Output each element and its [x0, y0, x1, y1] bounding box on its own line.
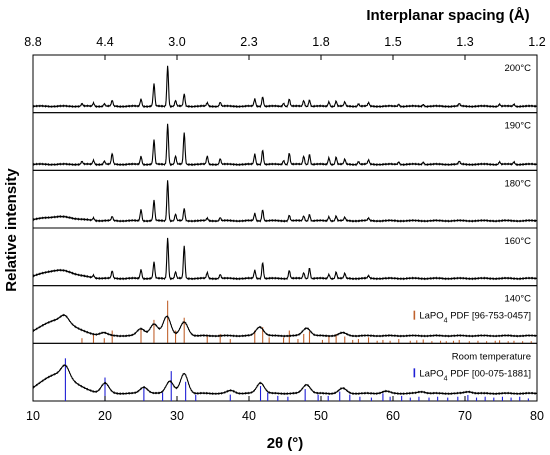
panel-0: 200°C [32, 54, 538, 114]
bottom-axis: 10 20 30 40 50 60 70 80 [26, 396, 544, 423]
panel-5: Room temperature LaPO4 PDF [00-075-1881] [32, 342, 538, 402]
top-tick-label: 1.5 [384, 35, 401, 49]
panel-label: 200°C [504, 63, 531, 74]
panel-label: 160°C [504, 236, 531, 247]
panel-1: 190°C [32, 112, 538, 171]
panel-frame [32, 169, 538, 229]
top-tick-label: 8.8 [24, 35, 41, 49]
panel-label: 180°C [504, 178, 531, 189]
top-tick-label: 3.0 [168, 35, 185, 49]
bottom-tick-label: 70 [458, 409, 472, 423]
bottom-tick-label: 80 [530, 409, 544, 423]
panel-frame [32, 54, 538, 114]
panel-frame [32, 112, 538, 171]
x-axis-title: 2θ (°) [267, 435, 304, 452]
pattern-line [32, 123, 538, 167]
pattern-line [32, 313, 538, 338]
reference-legend-label: LaPO4 PDF [00-075-1881] [419, 368, 531, 382]
panel-label: Room temperature [452, 351, 531, 362]
top-tick-label: 1.8 [312, 35, 329, 49]
panel-frame [32, 342, 538, 402]
bottom-tick-label: 10 [26, 409, 40, 423]
top-axis: 8.8 4.4 3.0 2.3 1.8 1.5 1.3 1.2 [24, 35, 546, 60]
top-tick-label: 2.3 [240, 35, 257, 49]
pattern-line [32, 65, 538, 109]
pattern-line [32, 180, 538, 223]
reference-legend-label: LaPO4 PDF [96-753-0457] [419, 311, 531, 325]
panel-3: 160°C [32, 227, 538, 287]
top-tick-label: 1.3 [456, 35, 473, 49]
panel-label: 140°C [504, 294, 531, 305]
panel-2: 180°C [32, 169, 538, 229]
bottom-tick-label: 40 [242, 409, 256, 423]
y-axis-title: Relative intensity [3, 168, 20, 292]
bottom-tick-label: 50 [314, 409, 328, 423]
panels: 200°C 190°C 180°C 160°C 140°C LaPO4 PDF [96-7… [32, 54, 538, 402]
panel-label: 190°C [504, 121, 531, 132]
top-axis-title: Interplanar spacing (Å) [366, 7, 529, 24]
panel-4: 140°C LaPO4 PDF [96-753-0457] [32, 285, 538, 344]
bottom-tick-label: 20 [98, 409, 112, 423]
pattern-line [32, 364, 538, 396]
top-tick-label: 1.2 [528, 35, 545, 49]
bottom-tick-label: 30 [170, 409, 184, 423]
bottom-tick-label: 60 [386, 409, 400, 423]
panel-frame [32, 227, 538, 287]
pattern-line [32, 237, 538, 281]
top-tick-label: 4.4 [96, 35, 113, 49]
